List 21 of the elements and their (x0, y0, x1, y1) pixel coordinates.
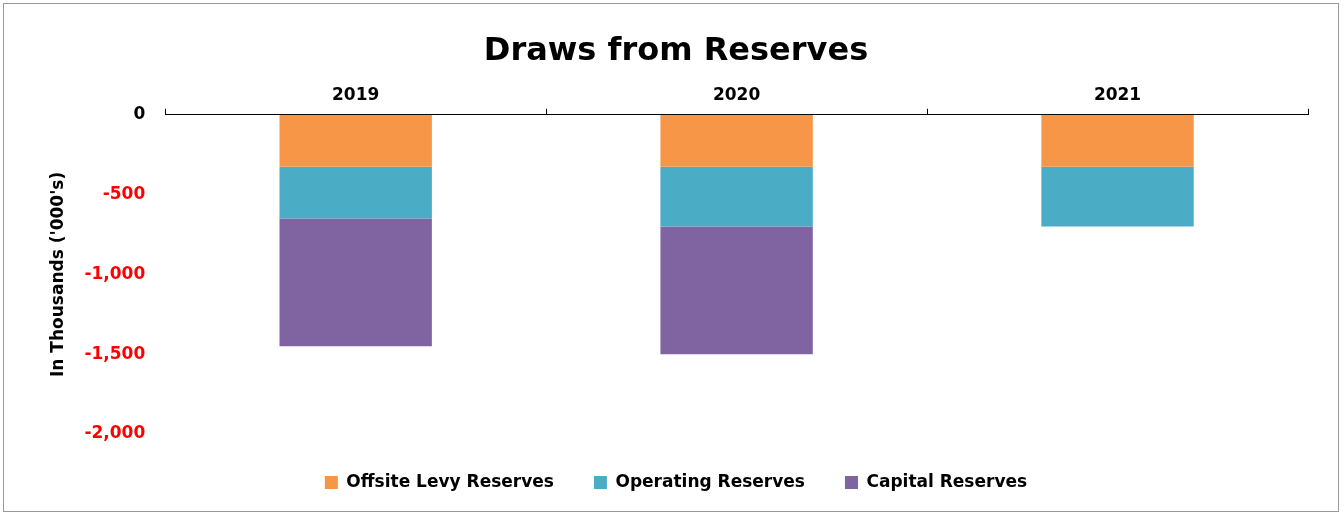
y-tick-label: -500 (102, 183, 146, 204)
bar (1041, 114, 1194, 167)
bar (279, 166, 432, 219)
legend-label: Operating Reserves (615, 470, 805, 491)
bar (660, 226, 813, 355)
bar (660, 114, 813, 167)
chart-title: Draws from Reserves (483, 29, 869, 68)
y-tick-label: -1,000 (84, 262, 146, 283)
y-axis-title: In Thousands ('000's) (46, 171, 67, 378)
bar (660, 166, 813, 227)
x-tick-label: 2021 (1093, 84, 1142, 105)
x-tick-label: 2019 (332, 84, 380, 105)
y-tick-label: -2,000 (84, 422, 146, 443)
legend-label: Offsite Levy Reserves (346, 470, 554, 491)
x-tick-label: 2020 (712, 84, 761, 105)
y-tick-label: -1,500 (84, 342, 146, 363)
bar (279, 218, 432, 347)
legend-label: Capital Reserves (866, 470, 1028, 491)
bar (279, 114, 432, 167)
bar (1041, 166, 1194, 227)
y-tick-label: 0 (133, 103, 146, 124)
